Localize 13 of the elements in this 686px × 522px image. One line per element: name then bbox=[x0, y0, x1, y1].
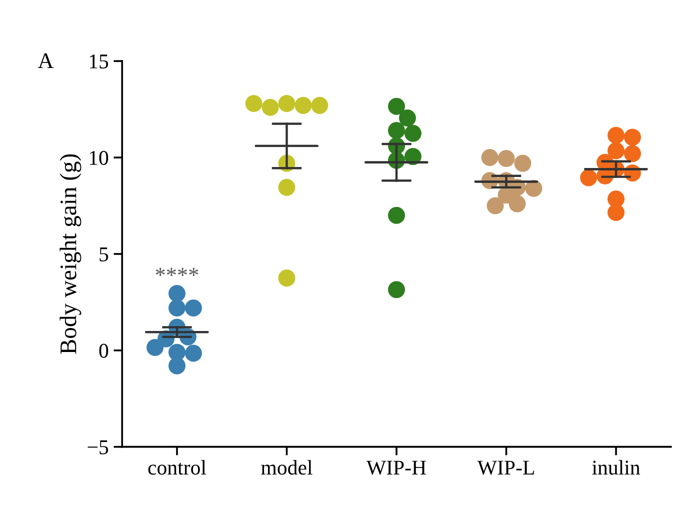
y-tick-label: 10 bbox=[90, 150, 108, 165]
annotation: **** bbox=[156, 268, 198, 276]
x-tick-label: model bbox=[261, 460, 312, 475]
text: A bbox=[38, 53, 54, 68]
y-tick-label: −5 bbox=[88, 440, 108, 454]
y-tick-label: 15 bbox=[90, 54, 108, 69]
y-tick-label: 5 bbox=[100, 248, 108, 262]
x-tick-label: control bbox=[148, 460, 206, 475]
x-tick-label: WIP-H bbox=[366, 460, 426, 475]
x-tick-label: WIP-L bbox=[477, 460, 534, 475]
y-axis-title: Body weight gain (g) bbox=[60, 154, 82, 354]
y-tick-label: 0 bbox=[99, 344, 108, 358]
x-tick-label: inulin bbox=[592, 460, 640, 475]
